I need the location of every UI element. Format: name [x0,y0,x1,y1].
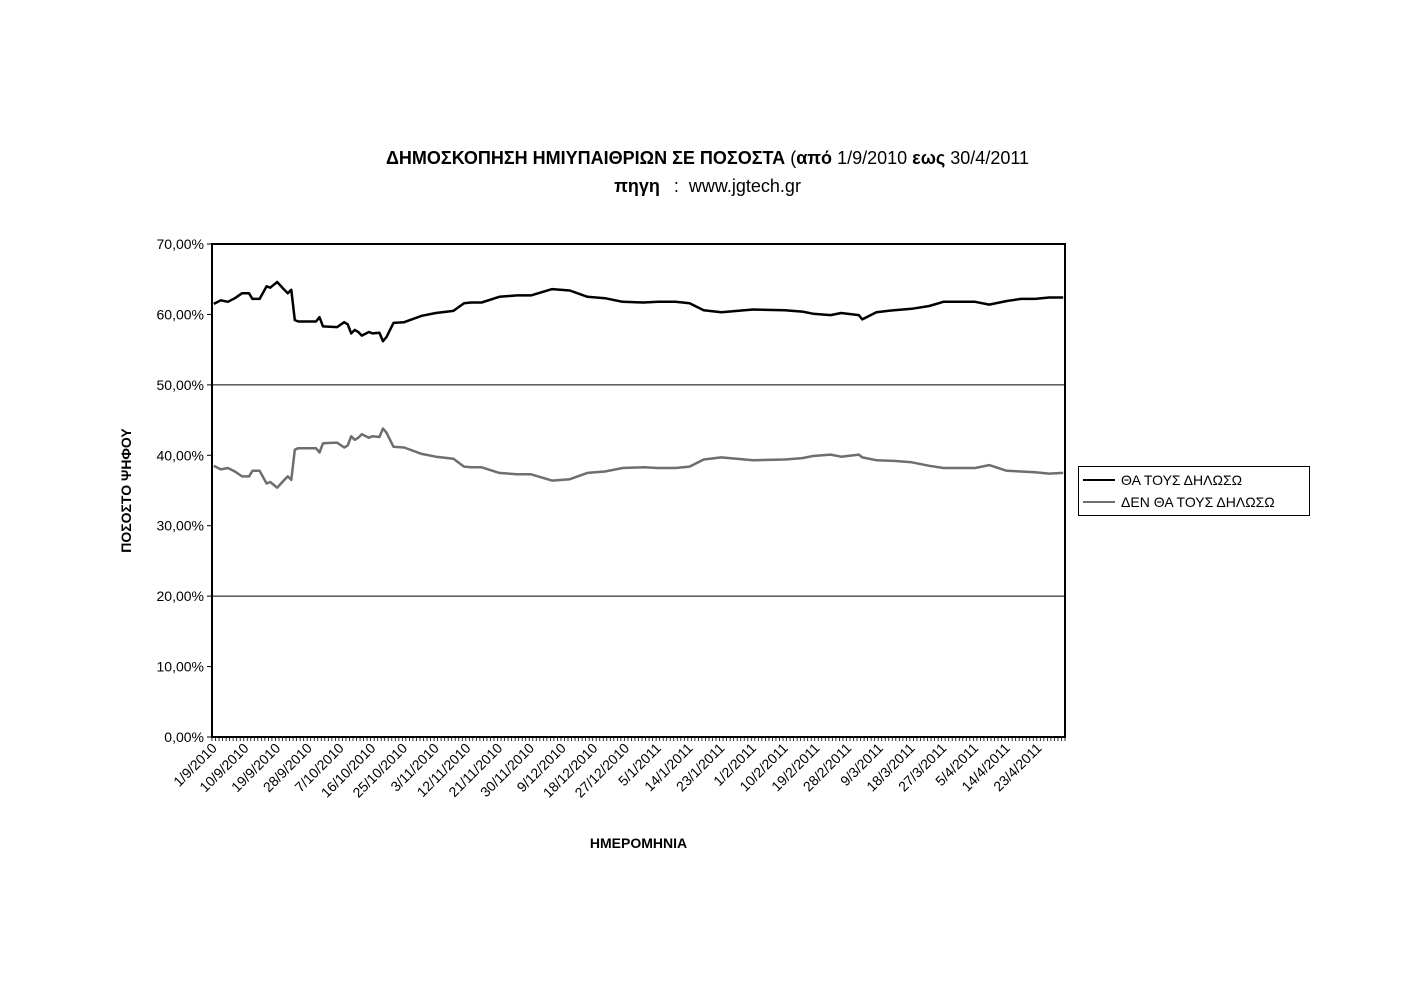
series-line-1 [213,280,1064,343]
y-tick-label: 20,00% [157,588,204,604]
chart-title-paren: ( [790,148,797,168]
chart-title-to-date: 30/4/2011 [950,148,1030,168]
chart-title-from-word: από [796,148,833,168]
plot-border [211,243,1066,738]
legend-label-series-2: ΔΕΝ ΘΑ ΤΟΥΣ ΔΗΛΩΣΩ [1121,494,1275,510]
plot-area [212,244,1065,737]
x-axis-title: ΗΜΕΡΟΜΗΝΙΑ [590,835,687,851]
y-tick-label: 0,00% [164,729,204,745]
chart-title-from-date: 1/9/2010 [837,148,908,168]
legend-item-series-1: ΘΑ ΤΟΥΣ ΔΗΛΩΣΩ [1083,470,1242,490]
y-axis-title: ΠΟΣΟΣΤΟ ΨΗΦΟΥ [118,428,134,553]
chart-title-to-word: εως [912,148,946,168]
legend-label-series-1: ΘΑ ΤΟΥΣ ΔΗΛΩΣΩ [1121,472,1243,488]
legend-swatch-series-1 [1083,479,1115,481]
y-tick-label: 10,00% [157,659,204,675]
y-tick-label: 60,00% [157,306,204,322]
chart-title-main: ΔΗΜΟΣΚΟΠΗΣΗ ΗΜΙΥΠΑΙΘΡΙΩΝ ΣΕ ΠΟΣΟΣΤΑ [385,148,786,168]
series-line-2 [213,427,1064,489]
chart-subtitle-source: www.jgtech.gr [688,176,801,196]
legend-item-series-2: ΔΕΝ ΘΑ ΤΟΥΣ ΔΗΛΩΣΩ [1083,492,1275,512]
legend-swatch-series-2 [1083,501,1115,503]
chart-subtitle-sep: : [673,176,679,196]
chart-subtitle: πηγη: www.jgtech.gr [0,176,1415,197]
y-tick-label: 70,00% [157,236,204,252]
chart-subtitle-label: πηγη [614,176,660,196]
chart-title: ΔΗΜΟΣΚΟΠΗΣΗ ΗΜΙΥΠΑΙΘΡΙΩΝ ΣΕ ΠΟΣΟΣΤΑ (από… [0,148,1415,169]
y-tick-label: 50,00% [157,377,204,393]
y-tick-label: 30,00% [157,518,204,534]
y-tick-label: 40,00% [157,447,204,463]
chart-legend: ΘΑ ΤΟΥΣ ΔΗΛΩΣΩ ΔΕΝ ΘΑ ΤΟΥΣ ΔΗΛΩΣΩ [1078,466,1310,516]
